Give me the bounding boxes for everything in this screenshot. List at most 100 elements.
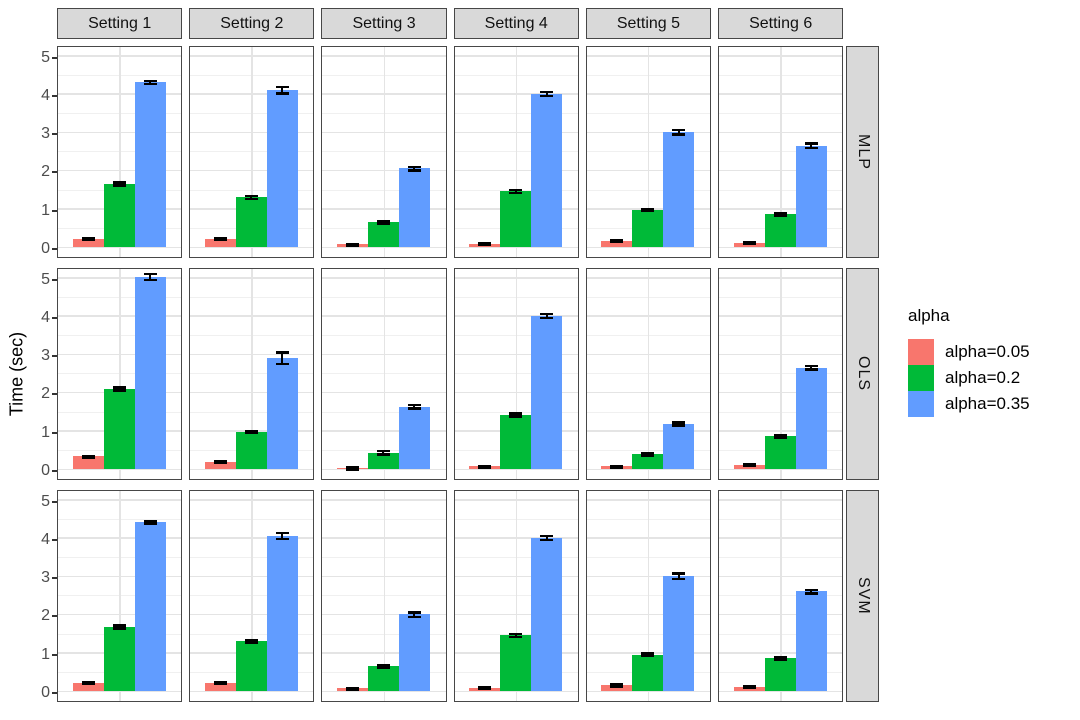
error-bar-cap xyxy=(478,466,492,469)
bar-alpha=0.35 xyxy=(663,423,695,469)
error-bar-cap xyxy=(81,236,95,240)
error-bar-cap xyxy=(275,531,289,535)
facet-row-strip: MLP xyxy=(846,46,880,258)
error-bar-cap xyxy=(345,686,359,690)
gridline-vertical xyxy=(119,47,121,257)
facet-panel xyxy=(585,268,712,480)
y-tick xyxy=(52,56,57,59)
bar-alpha=0.05 xyxy=(601,685,633,691)
facet-panel xyxy=(189,490,315,702)
error-bar-cap xyxy=(610,466,624,469)
gridline-vertical xyxy=(383,491,386,701)
error-bar-cap xyxy=(742,464,756,468)
facet-panel xyxy=(189,268,315,480)
gridline-vertical xyxy=(515,47,518,257)
error-bar-cap xyxy=(509,632,523,636)
error-bar-cap xyxy=(143,272,157,276)
gridline-vertical xyxy=(251,491,253,701)
error-bar-cap xyxy=(275,351,289,354)
bar-alpha=0.2 xyxy=(235,641,267,691)
gridline-vertical xyxy=(780,269,782,479)
error-bar-cap xyxy=(478,243,492,247)
error-bar-stem xyxy=(545,91,548,96)
y-tick xyxy=(52,248,57,250)
bar-alpha=0.2 xyxy=(103,183,135,247)
error-bar-cap xyxy=(112,181,126,184)
error-bar-cap xyxy=(804,142,818,145)
bar-alpha=0.2 xyxy=(500,191,532,247)
bar-alpha=0.35 xyxy=(795,591,827,691)
facet-column-strip: Setting 4 xyxy=(453,8,579,39)
error-bar-cap xyxy=(804,368,818,371)
error-bar-stem xyxy=(810,143,812,148)
error-bar-cap xyxy=(143,278,157,282)
legend: alpha alpha=0.05 alpha=0.2 alpha=0.35 xyxy=(908,306,1030,417)
error-bar-stem xyxy=(149,80,151,84)
facet-panel xyxy=(57,268,183,480)
y-tick xyxy=(52,278,57,281)
bar-alpha=0.35 xyxy=(663,132,695,247)
facet-panel xyxy=(453,490,579,702)
error-bar-cap xyxy=(407,611,421,614)
error-bar-cap xyxy=(641,652,655,655)
y-tick xyxy=(52,692,57,694)
facet-panel xyxy=(321,490,447,702)
error-bar-cap xyxy=(773,658,787,662)
gridline-vertical xyxy=(647,269,650,479)
facet-column-strip: Setting 5 xyxy=(585,8,712,39)
y-tick-label: 0 xyxy=(41,684,50,701)
error-bar-cap xyxy=(540,316,554,320)
bar-alpha=0.35 xyxy=(795,367,827,469)
error-bar-stem xyxy=(810,365,812,370)
error-bar-stem xyxy=(413,166,416,171)
error-bar-cap xyxy=(345,468,359,471)
error-bar-cap xyxy=(376,666,390,669)
error-bar-cap xyxy=(641,452,655,455)
error-bar-cap xyxy=(773,656,787,659)
error-bar-cap xyxy=(244,194,258,198)
y-tick-label: 4 xyxy=(41,530,50,548)
bar-alpha=0.2 xyxy=(632,209,664,247)
legend-key-swatch xyxy=(908,365,934,391)
bar-alpha=0.35 xyxy=(531,537,563,691)
y-tick xyxy=(52,615,57,618)
bar-alpha=0.05 xyxy=(204,462,236,469)
gridline-vertical xyxy=(515,491,518,701)
y-tick xyxy=(52,577,57,580)
bar-alpha=0.35 xyxy=(398,614,430,691)
error-bar-cap xyxy=(213,237,227,240)
error-bar-cap xyxy=(509,412,523,415)
y-tick-label: 4 xyxy=(41,308,50,326)
legend-label: alpha=0.35 xyxy=(945,394,1030,413)
error-bar-cap xyxy=(143,522,157,526)
error-bar-cap xyxy=(407,165,421,169)
error-bar-stem xyxy=(514,413,517,417)
error-bar-stem xyxy=(281,86,284,94)
error-bar-cap xyxy=(641,207,655,211)
facet-panel xyxy=(585,490,712,702)
error-bar-cap xyxy=(275,85,289,89)
error-bar-cap xyxy=(407,403,421,407)
bar-alpha=0.2 xyxy=(632,654,664,691)
error-bar-stem xyxy=(413,612,416,617)
error-bar-cap xyxy=(672,577,686,581)
facet-column-strip: Setting 1 xyxy=(57,8,183,39)
bar-alpha=0.05 xyxy=(72,456,104,469)
bar-alpha=0.2 xyxy=(235,431,267,469)
bar-alpha=0.35 xyxy=(134,522,166,691)
error-bar-stem xyxy=(545,535,548,540)
facet-panel xyxy=(453,46,579,258)
facet-column-strip: Setting 2 xyxy=(189,8,315,39)
gridline-vertical xyxy=(119,491,121,701)
y-tick-label: 2 xyxy=(41,607,50,625)
error-bar-stem xyxy=(149,273,151,280)
facet-column-strip: Setting 3 xyxy=(321,8,447,39)
y-tick-label: 5 xyxy=(41,492,50,510)
error-bar-cap xyxy=(742,686,756,690)
bar-alpha=0.2 xyxy=(103,626,135,691)
bar-alpha=0.35 xyxy=(134,276,166,469)
error-bar-cap xyxy=(213,461,227,465)
error-bar-stem xyxy=(514,189,517,193)
y-tick xyxy=(52,538,57,541)
y-tick xyxy=(52,393,57,396)
